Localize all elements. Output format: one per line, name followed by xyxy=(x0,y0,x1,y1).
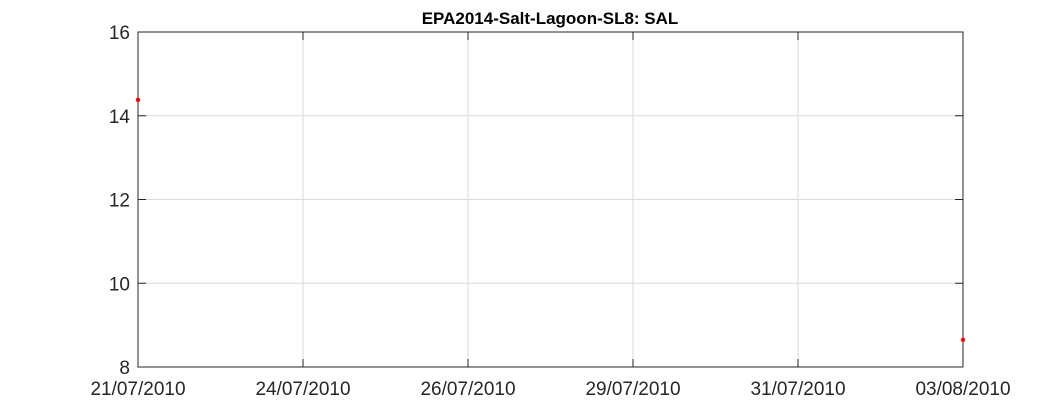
grid-lines xyxy=(137,31,964,368)
data-point xyxy=(960,337,966,342)
y-tick-label: 12 xyxy=(109,191,130,212)
chart-title: EPA2014-Salt-Lagoon-SL8: SAL xyxy=(422,9,679,28)
tick-labels: 21/07/2010 24/07/2010 26/07/2010 29/07/2010… xyxy=(90,23,1010,400)
x-tick-label: 29/07/2010 xyxy=(585,379,680,400)
axis-ticks xyxy=(137,31,964,368)
x-tick-label: 21/07/2010 xyxy=(90,379,185,400)
x-tick-label: 26/07/2010 xyxy=(420,379,515,400)
x-tick-label: 31/07/2010 xyxy=(750,379,845,400)
data-point xyxy=(135,97,141,103)
y-tick-label: 16 xyxy=(109,23,130,44)
y-tick-label: 14 xyxy=(109,107,131,128)
y-tick-label: 10 xyxy=(109,274,130,295)
x-tick-label: 03/08/2010 xyxy=(915,379,1010,400)
y-tick-label: 8 xyxy=(119,358,130,379)
data-points xyxy=(135,97,966,342)
x-tick-label: 24/07/2010 xyxy=(255,379,350,400)
